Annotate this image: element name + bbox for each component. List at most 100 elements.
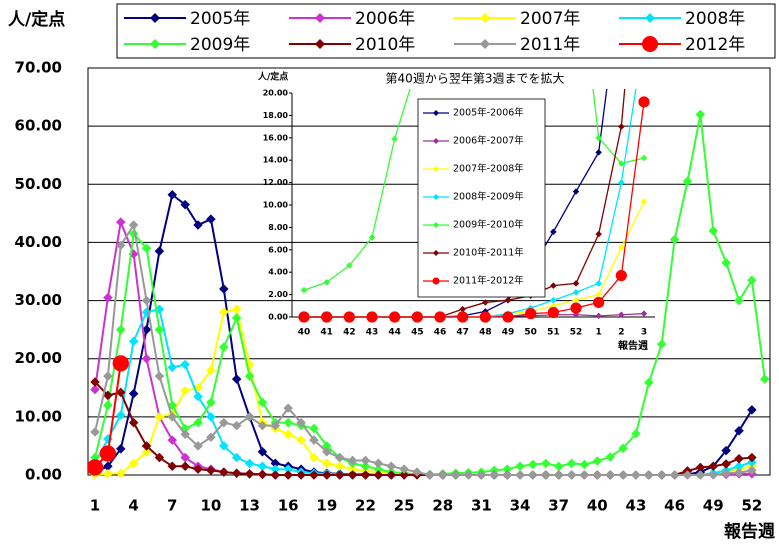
data-point — [115, 468, 126, 479]
data-point — [592, 456, 603, 466]
data-point — [321, 311, 333, 323]
data-point — [592, 470, 603, 480]
data-point — [193, 441, 203, 451]
y-tick-label: 60.00 — [15, 117, 62, 135]
x-tick-label: 49 — [703, 497, 724, 515]
legend-marker — [315, 13, 325, 23]
inset-x-tick-label: 47 — [456, 328, 469, 338]
x-tick-label: 22 — [355, 497, 376, 515]
data-point — [321, 458, 332, 469]
data-point — [231, 374, 242, 384]
legend-label: 2005年 — [190, 9, 250, 29]
data-point — [463, 470, 474, 480]
y-tick-label: 0.00 — [25, 466, 62, 484]
data-point — [90, 384, 100, 395]
data-point — [206, 465, 216, 476]
inset-y-tick-label: 16.00 — [263, 133, 289, 142]
data-point — [103, 468, 113, 479]
data-point — [180, 429, 191, 440]
data-point — [553, 470, 564, 480]
data-point — [90, 427, 100, 437]
data-point — [605, 452, 616, 462]
data-point — [450, 470, 461, 480]
series-group — [298, 89, 650, 323]
data-point — [154, 452, 165, 463]
legend: 2005年 2006年 2007年 2008年 2009年 2010年 2011年 2012年 — [116, 3, 776, 59]
data-point — [721, 459, 731, 469]
data-point — [141, 295, 152, 306]
data-point — [708, 470, 719, 480]
data-point — [595, 291, 603, 298]
inset-x-tick-label: 41 — [320, 328, 333, 338]
data-point — [572, 289, 580, 296]
legend-marker — [645, 13, 655, 23]
data-point — [515, 470, 525, 480]
data-point — [180, 199, 191, 210]
data-point — [334, 470, 345, 480]
x-tick-label: 37 — [548, 497, 569, 515]
data-point — [115, 217, 126, 227]
data-point — [154, 371, 165, 382]
series-line — [304, 101, 645, 318]
data-point — [180, 461, 191, 472]
data-point — [218, 441, 229, 451]
data-point — [309, 435, 319, 445]
legend-marker — [642, 36, 658, 52]
data-point — [572, 296, 580, 304]
x-tick-label: 19 — [316, 497, 337, 515]
data-point — [640, 154, 648, 162]
data-point — [244, 458, 255, 469]
data-point — [257, 469, 268, 480]
inset-title: 第40週から翌年第3週までを拡大 — [386, 72, 565, 86]
data-point — [595, 149, 603, 156]
series-line — [303, 89, 645, 291]
legend-label: 2011年-2012年 — [453, 275, 524, 287]
x-tick-label: 7 — [167, 497, 177, 515]
data-point — [309, 452, 319, 463]
data-point — [643, 470, 654, 480]
data-point — [549, 296, 557, 304]
legend-marker — [480, 13, 490, 23]
x-tick-label: 43 — [626, 497, 647, 515]
data-point — [656, 470, 667, 480]
legend-label: 2010年 — [355, 35, 415, 55]
data-point — [141, 243, 152, 254]
x-tick-label: 46 — [664, 497, 685, 515]
data-point — [128, 388, 139, 399]
data-point — [167, 362, 178, 373]
data-point — [695, 470, 706, 480]
data-point — [595, 312, 603, 320]
data-point — [296, 470, 306, 480]
x-tick-label: 40 — [587, 497, 608, 515]
data-point — [103, 390, 113, 401]
data-point — [399, 464, 409, 475]
data-point — [459, 305, 467, 313]
legend-marker — [150, 39, 160, 49]
data-point — [309, 423, 319, 434]
data-point — [595, 230, 603, 238]
data-point — [721, 468, 731, 479]
data-point — [593, 296, 605, 309]
data-point — [734, 425, 744, 436]
data-point — [103, 371, 113, 382]
inset-x-tick-label: 45 — [411, 328, 424, 338]
data-point — [218, 467, 229, 477]
data-point — [489, 470, 500, 480]
data-point — [206, 365, 216, 376]
data-point — [476, 470, 487, 480]
data-point — [386, 470, 397, 480]
data-point — [721, 257, 731, 268]
data-point — [669, 470, 680, 480]
y-axis-label: 人/定点 — [8, 9, 65, 30]
data-point — [549, 228, 557, 236]
data-point — [617, 244, 625, 251]
data-point — [334, 452, 345, 463]
data-point — [457, 311, 469, 323]
inset-y-tick-label: 2.00 — [268, 290, 288, 299]
data-point — [386, 461, 397, 472]
legend-marker — [432, 277, 440, 285]
data-point — [244, 412, 255, 422]
data-point — [321, 446, 332, 457]
data-point — [103, 400, 113, 411]
inset-x-tick-label: 42 — [343, 328, 356, 338]
